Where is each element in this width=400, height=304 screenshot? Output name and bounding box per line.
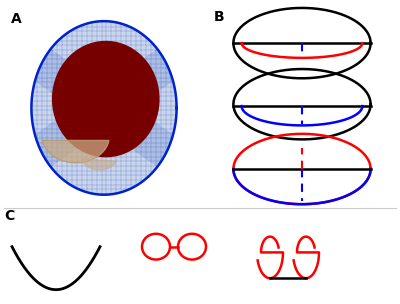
Polygon shape <box>42 140 109 163</box>
Text: A: A <box>10 12 21 26</box>
Text: B: B <box>214 10 224 24</box>
Polygon shape <box>53 42 159 157</box>
Polygon shape <box>81 159 117 170</box>
Polygon shape <box>31 21 177 195</box>
Text: C: C <box>4 209 14 223</box>
